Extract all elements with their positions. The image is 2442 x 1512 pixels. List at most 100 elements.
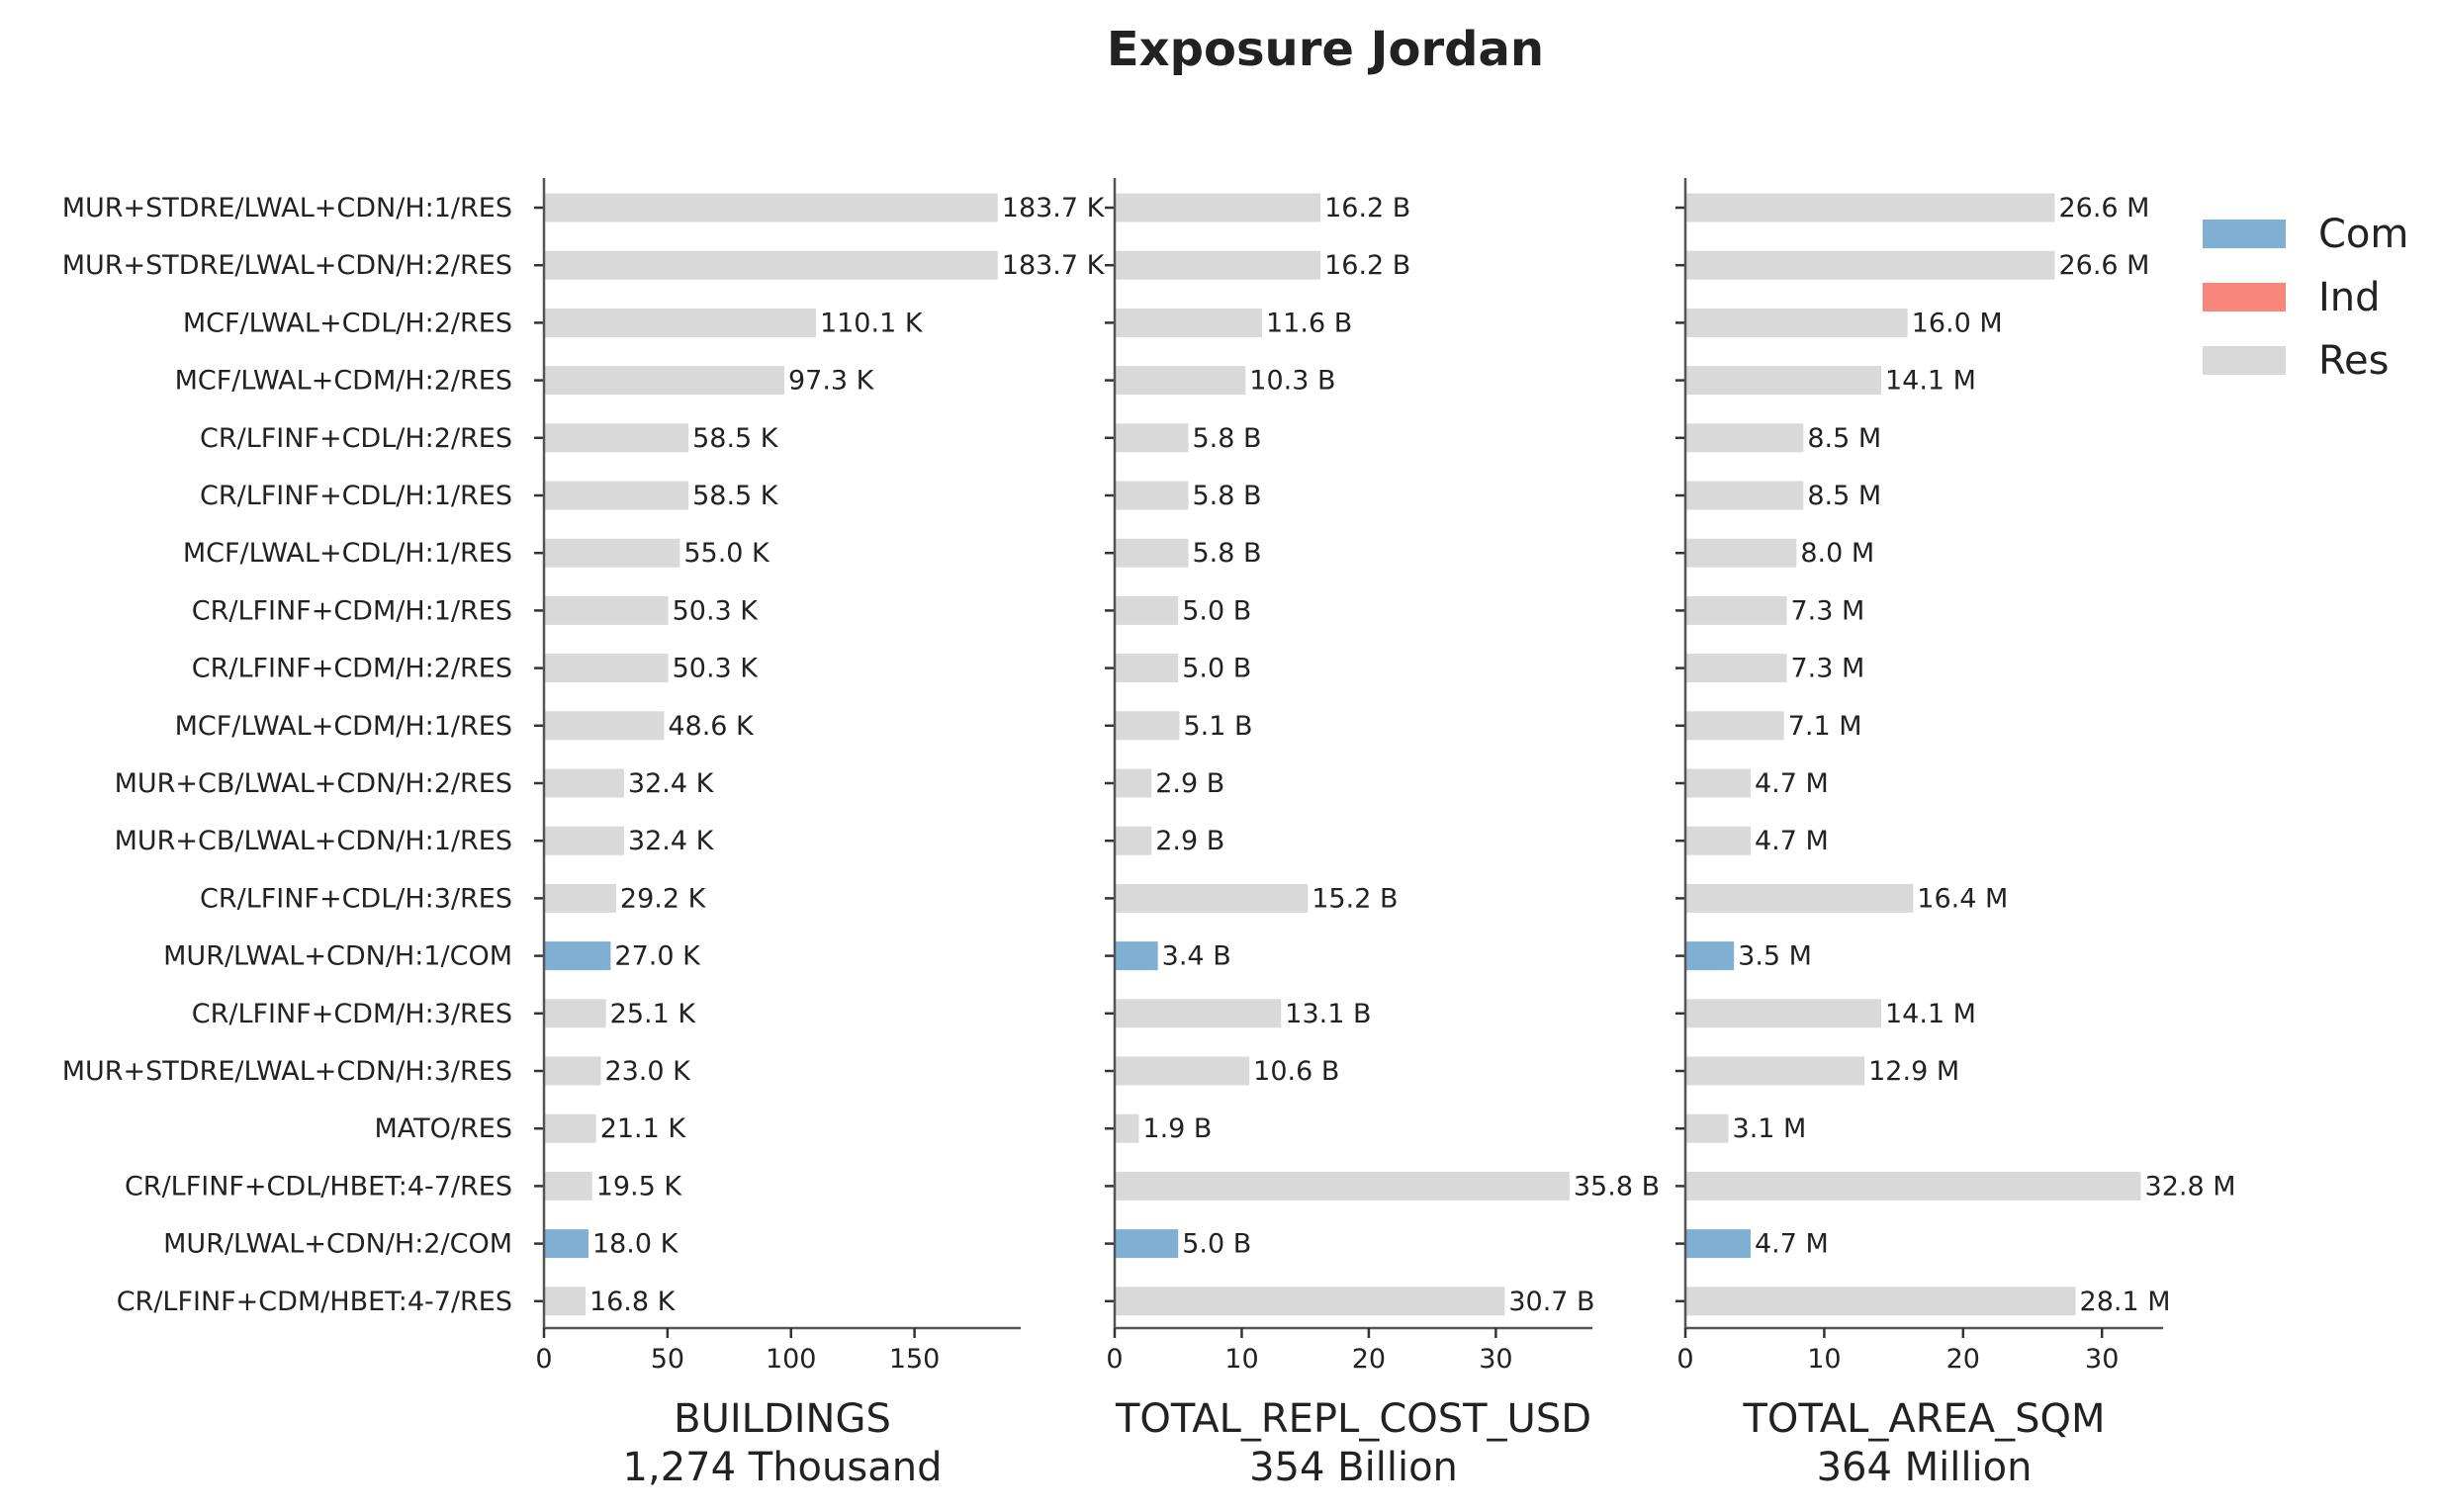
category-label: MUR+CB/LWAL+CDN/H:1/RES: [115, 826, 512, 856]
bar: [1685, 1113, 1729, 1143]
value-label: 58.5 K: [692, 481, 779, 511]
bar: [544, 1113, 596, 1143]
bar: [1685, 595, 1787, 625]
category-label: MUR+STDRE/LWAL+CDN/H:2/RES: [62, 250, 512, 281]
bar: [544, 250, 998, 280]
legend-swatch: [2203, 220, 2286, 248]
bar: [1115, 711, 1180, 741]
bar: [1115, 595, 1179, 625]
x-axis-total: 1,274 Thousand: [623, 1445, 943, 1490]
bar: [544, 308, 816, 337]
legend-swatch: [2203, 346, 2286, 375]
value-label: 15.2 B: [1311, 883, 1398, 914]
bar: [1685, 481, 1804, 510]
value-label: 50.3 K: [673, 654, 760, 684]
bar: [1115, 654, 1179, 683]
value-label: 55.0 K: [683, 538, 770, 569]
bar: [1685, 308, 1908, 337]
bar: [1685, 193, 2055, 222]
bar: [544, 999, 606, 1028]
value-label: 7.3 M: [1790, 654, 1864, 684]
x-axis-total: 364 Million: [1817, 1445, 2033, 1490]
category-label: CR/LFINF+CDL/H:3/RES: [200, 883, 512, 914]
value-label: 16.2 B: [1324, 193, 1410, 223]
value-label: 11.6 B: [1266, 308, 1352, 338]
value-label: 26.6 M: [2058, 193, 2149, 223]
bar: [544, 941, 611, 971]
bar: [1115, 999, 1282, 1028]
legend-entry: Com: [2318, 212, 2408, 257]
bar: [544, 538, 680, 568]
bar: [1115, 1171, 1570, 1201]
bar: [1685, 1287, 2076, 1316]
x-tick-label: 10: [1807, 1344, 1841, 1375]
value-label: 14.1 M: [1885, 999, 1976, 1029]
bar: [1115, 768, 1152, 798]
value-label: 4.7 M: [1755, 1229, 1829, 1260]
value-label: 7.3 M: [1790, 595, 1864, 626]
bar: [1115, 1056, 1250, 1086]
bar: [1115, 193, 1321, 222]
bar: [1115, 1113, 1139, 1143]
bar: [1115, 366, 1246, 396]
panel-1: 183.7 K 183.7 K 110.1 K 97.3 K 58.5 K 58.5 K 5…: [534, 178, 1106, 1490]
bar: [544, 1171, 592, 1201]
x-tick-label: 20: [1352, 1344, 1386, 1375]
bar: [1685, 1171, 2141, 1201]
x-tick-label: 100: [766, 1344, 817, 1375]
value-label: 32.4 K: [628, 768, 715, 799]
value-label: 32.8 M: [2145, 1171, 2236, 1201]
value-label: 2.9 B: [1155, 768, 1224, 799]
category-label: MUR+CB/LWAL+CDN/H:2/RES: [115, 768, 512, 799]
value-label: 1.9 B: [1142, 1113, 1212, 1144]
value-label: 19.5 K: [596, 1171, 683, 1201]
bar: [1685, 1056, 1865, 1086]
bar: [1685, 826, 1751, 855]
category-label: MCF/LWAL+CDL/H:2/RES: [183, 308, 512, 338]
category-label: CR/LFINF+CDL/H:2/RES: [200, 423, 512, 454]
bar: [1115, 1287, 1505, 1316]
value-label: 5.1 B: [1184, 711, 1253, 742]
bar: [544, 193, 998, 222]
value-label: 110.1 K: [820, 308, 924, 338]
category-label: CR/LFINF+CDM/H:1/RES: [192, 595, 512, 626]
bar: [544, 1287, 586, 1316]
category-label: CR/LFINF+CDM/HBET:4-7/RES: [117, 1287, 512, 1317]
bar: [1685, 366, 1881, 396]
value-label: 10.3 B: [1249, 366, 1335, 397]
value-label: 183.7 K: [1002, 250, 1106, 281]
category-label: CR/LFINF+CDM/H:3/RES: [192, 999, 512, 1029]
bar: [544, 711, 665, 741]
value-label: 3.5 M: [1738, 941, 1812, 972]
bar: [544, 826, 624, 855]
value-label: 32.4 K: [628, 826, 715, 856]
bar: [544, 1229, 588, 1259]
value-label: 35.8 B: [1574, 1171, 1660, 1201]
bar: [544, 883, 616, 913]
category-label: MUR/LWAL+CDN/H:2/COM: [163, 1229, 512, 1260]
value-label: 5.0 B: [1182, 654, 1251, 684]
value-label: 21.1 K: [600, 1113, 687, 1144]
bar: [1685, 423, 1804, 453]
bar: [1685, 999, 1881, 1028]
bar: [1115, 883, 1309, 913]
value-label: 58.5 K: [692, 423, 779, 454]
value-label: 4.7 M: [1755, 826, 1829, 856]
value-label: 14.1 M: [1885, 366, 1976, 397]
value-label: 23.0 K: [604, 1056, 691, 1087]
value-label: 16.8 K: [589, 1287, 677, 1317]
bar: [1115, 481, 1189, 510]
bar: [544, 423, 689, 453]
value-label: 2.9 B: [1155, 826, 1224, 856]
value-label: 13.1 B: [1285, 999, 1371, 1029]
x-axis-label: TOTAL_AREA_SQM: [1742, 1396, 2105, 1442]
bar: [1115, 538, 1189, 568]
bar: [1115, 1229, 1179, 1259]
value-label: 29.2 K: [620, 883, 707, 914]
value-label: 30.7 B: [1508, 1287, 1594, 1317]
category-labels: MUR+STDRE/LWAL+CDN/H:1/RES MUR+STDRE/LWAL…: [62, 193, 512, 1317]
bar: [1685, 250, 2055, 280]
category-label: MCF/LWAL+CDL/H:1/RES: [183, 538, 512, 569]
legend-swatch: [2203, 283, 2286, 311]
chart-title: Exposure Jordan: [1107, 22, 1544, 77]
